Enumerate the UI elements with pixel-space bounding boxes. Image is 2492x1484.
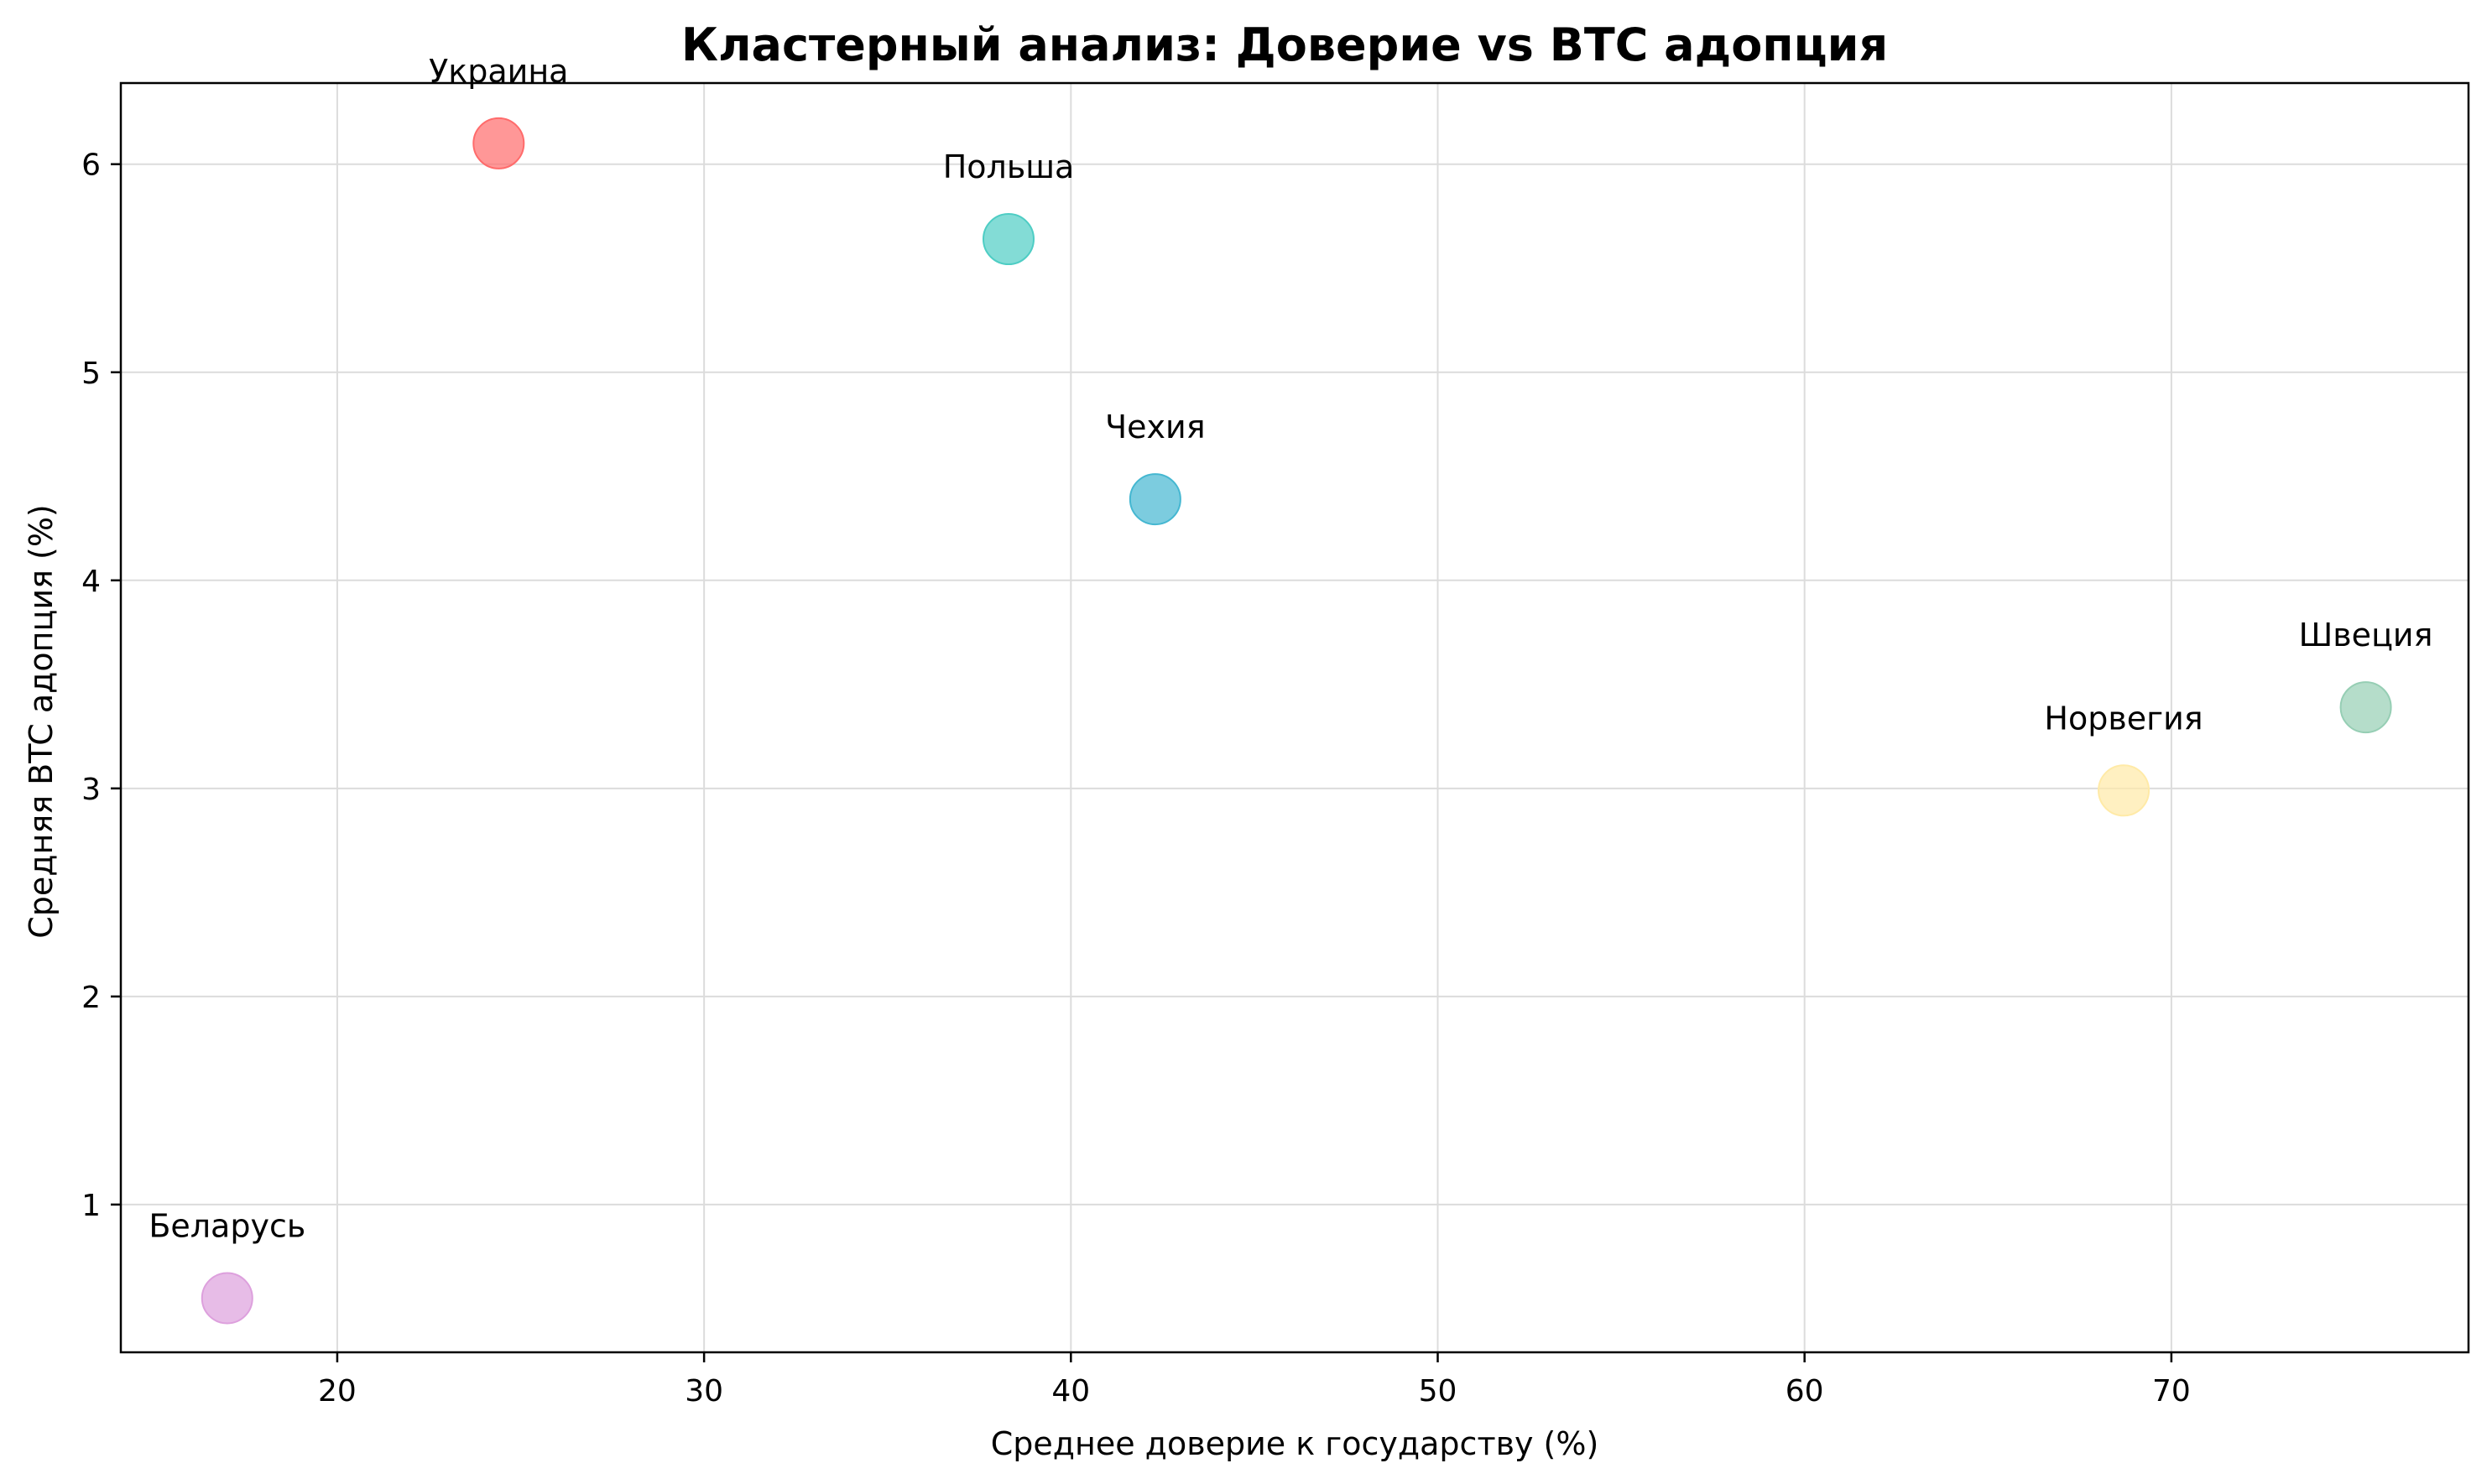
- y-tick-label: 1: [81, 1189, 101, 1223]
- x-tick-label: 60: [1786, 1374, 1824, 1408]
- x-tick-label: 30: [685, 1374, 723, 1408]
- point-labels: Украина Польша Чехия Швеция Норвегия Беларусь: [149, 53, 2432, 1245]
- y-axis-label: Средняя BTC адопция (%): [23, 504, 60, 939]
- y-tick-label: 6: [81, 148, 101, 183]
- point-label: Чехия: [1105, 409, 1205, 445]
- y-axis-ticks: 1 2 3 4 5 6: [81, 148, 121, 1223]
- x-tick-label: 20: [318, 1374, 357, 1408]
- y-tick-label: 2: [81, 981, 101, 1015]
- chart-title: Кластерный анализ: Доверие vs BTC адопци…: [681, 18, 1888, 71]
- data-point: [982, 213, 1035, 266]
- point-label: Украина: [429, 53, 568, 90]
- x-tick-label: 70: [2152, 1374, 2191, 1408]
- x-axis-label: Среднее доверие к государству (%): [991, 1425, 1599, 1462]
- y-tick-label: 5: [81, 357, 101, 391]
- point-label: Польша: [943, 148, 1075, 185]
- data-point: [472, 117, 525, 169]
- data-point: [2339, 681, 2392, 734]
- point-label: Беларусь: [149, 1208, 305, 1245]
- data-point: [1129, 473, 1181, 526]
- y-tick-label: 3: [81, 773, 101, 807]
- point-label: Норвегия: [2044, 700, 2203, 737]
- y-tick-label: 4: [81, 565, 101, 599]
- x-tick-label: 40: [1051, 1374, 1090, 1408]
- x-axis-ticks: 20 30 40 50 60 70: [318, 1352, 2191, 1408]
- plot-frame: [119, 81, 2470, 1354]
- data-points: [201, 117, 2392, 1325]
- data-point: [201, 1272, 253, 1325]
- x-tick-label: 50: [1419, 1374, 1457, 1408]
- data-point: [2098, 764, 2151, 817]
- point-label: Швеция: [2299, 617, 2433, 653]
